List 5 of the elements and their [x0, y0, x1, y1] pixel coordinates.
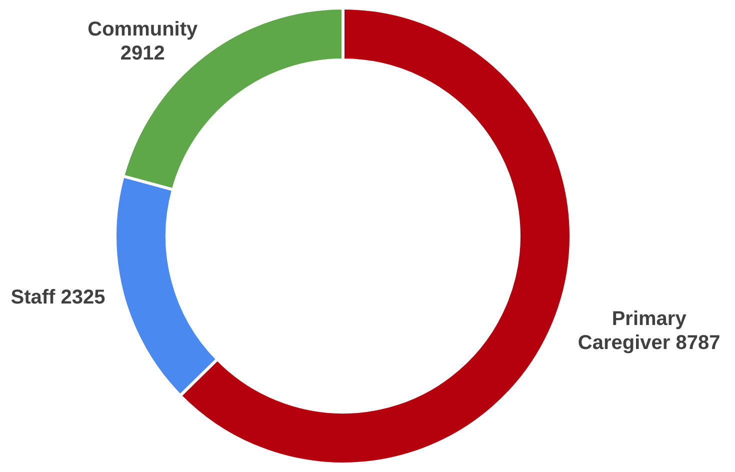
slice-label: Community: [88, 18, 199, 40]
data-label: 2912: [120, 42, 165, 64]
data-label: 8787: [676, 332, 720, 354]
data-label: 2325: [60, 286, 106, 309]
slice-label: Staff: [10, 286, 56, 309]
